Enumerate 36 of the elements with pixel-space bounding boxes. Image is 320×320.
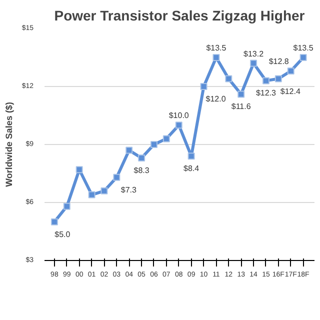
point [225,75,232,82]
point [162,135,170,142]
point [113,174,120,181]
point [274,75,282,82]
point [76,166,83,174]
point [126,146,133,154]
data-label: $5.0 [54,230,71,239]
data-label: $10.0 [168,111,190,120]
point [250,60,258,67]
data-label: $12.4 [280,86,301,96]
data-label: $12.8 [268,57,290,66]
point [262,77,270,84]
y-axis-title: Worldwide Sales ($) [4,102,14,187]
data-label: $12.0 [206,94,226,104]
data-label: $13.5 [206,44,227,52]
point [300,54,307,61]
chart-title: Power Transistor Sales Zigzag Higher [54,8,306,24]
point [175,122,182,129]
point [150,141,158,148]
data-label: $8.3 [134,166,150,176]
point [200,83,208,90]
point [287,68,294,75]
data-label: $13.2 [244,49,264,58]
point [100,187,108,194]
data-label: $8.4 [184,164,200,174]
data-label: $12.3 [256,88,277,98]
data-label: $11.6 [231,102,252,112]
point [138,154,146,162]
point [88,191,96,198]
point [63,202,70,210]
point [50,218,58,226]
data-label: $13.5 [293,44,314,52]
data-label: $7.3 [120,185,137,194]
point [188,152,195,160]
point [238,90,245,98]
point [212,54,220,61]
